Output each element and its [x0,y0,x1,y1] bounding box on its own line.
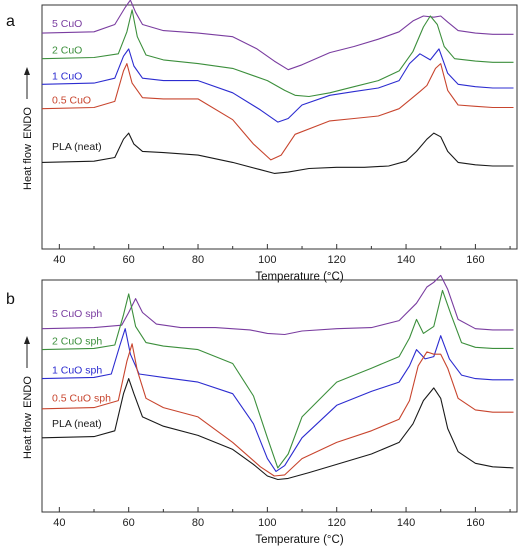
x-tick-label: 40 [53,254,65,266]
x-tick-label: 120 [328,517,346,529]
endo-arrow-head [24,336,30,344]
y-axis-label: Heat flow [22,144,34,190]
x-tick-label: 140 [397,254,415,266]
series-line [41,328,514,472]
series-label: 0.5 CuO [52,95,91,107]
x-tick-label: 160 [466,517,484,529]
endo-arrow-head [24,67,30,75]
x-tick-label: 140 [397,517,415,529]
series-label: 5 CuO [52,18,82,30]
panel-letter: b [6,291,15,308]
x-tick-label: 100 [258,517,276,529]
panel-letter: a [6,13,15,30]
endo-label: ENDO [22,376,34,408]
endo-label: ENDO [22,107,34,139]
panel-b: b 40 60 80 100 120 140 160 Temperature (°C) Heat … [6,274,518,546]
series-line [41,378,514,481]
plot-frame [41,4,518,250]
series-label: 2 CuO [52,45,82,57]
series-label: 0.5 CuO sph [52,392,111,404]
series-label: PLA (neat) [52,418,102,430]
series-label: 2 CuO sph [52,336,102,348]
x-axis-label: Temperature (°C) [255,271,343,283]
x-tick-label: 160 [466,254,484,266]
x-tick-label: 80 [192,517,204,529]
series-label: 1 CuO [52,70,82,82]
x-tick-label: 120 [328,254,346,266]
series-label: 1 CuO sph [52,365,102,377]
series-line [41,63,514,161]
series-label: PLA (neat) [52,141,102,153]
series-line [41,48,514,123]
y-axis-label: Heat flow [22,413,34,459]
x-tick-label: 40 [53,517,65,529]
plot-frame [41,279,518,513]
x-tick-label: 60 [123,254,135,266]
series-line [41,343,514,477]
panel-a: a 40 60 80 100 120 140 160 Temperature (°C) Heat … [6,0,518,283]
series-label: 5 CuO sph [52,308,102,320]
series-line [41,274,514,336]
series-line [41,289,514,469]
x-axis-label: Temperature (°C) [255,534,343,546]
series-line [41,0,514,71]
x-tick-label: 100 [258,254,276,266]
series-line [41,132,514,174]
x-tick-label: 60 [123,517,135,529]
x-tick-label: 80 [192,254,204,266]
series-line [41,9,514,98]
